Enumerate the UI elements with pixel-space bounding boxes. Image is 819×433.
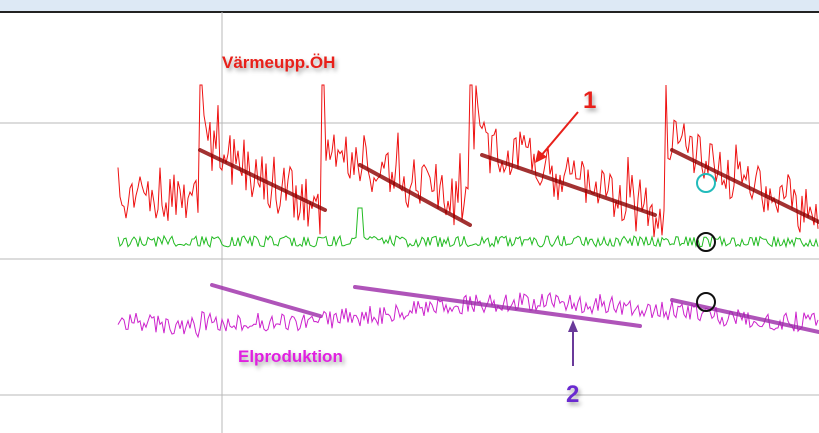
annotation-number: 2 [566, 381, 579, 408]
power-trace [117, 291, 819, 339]
power-label: Elproduktion [238, 347, 343, 366]
heat-label: Värmeupp.ÖH [222, 53, 335, 72]
trend-line [358, 163, 472, 227]
arrow-head [535, 150, 547, 163]
top-strip [0, 0, 819, 11]
trend-lines [198, 148, 819, 334]
marker-circle [696, 292, 716, 312]
trend-line [670, 298, 819, 334]
trend-line [210, 283, 322, 318]
trend-line [198, 148, 327, 212]
annotation-number: 1 [583, 87, 596, 114]
arrow-head [568, 320, 578, 332]
arrow-shaft [539, 111, 579, 158]
heat-trace [117, 84, 819, 238]
trend-line [670, 148, 819, 224]
trend-line [480, 153, 657, 217]
marker-circle [696, 232, 716, 252]
traces [117, 84, 819, 339]
flow-trace [117, 207, 819, 249]
marker-circle [696, 173, 716, 193]
trend-line [353, 285, 642, 328]
